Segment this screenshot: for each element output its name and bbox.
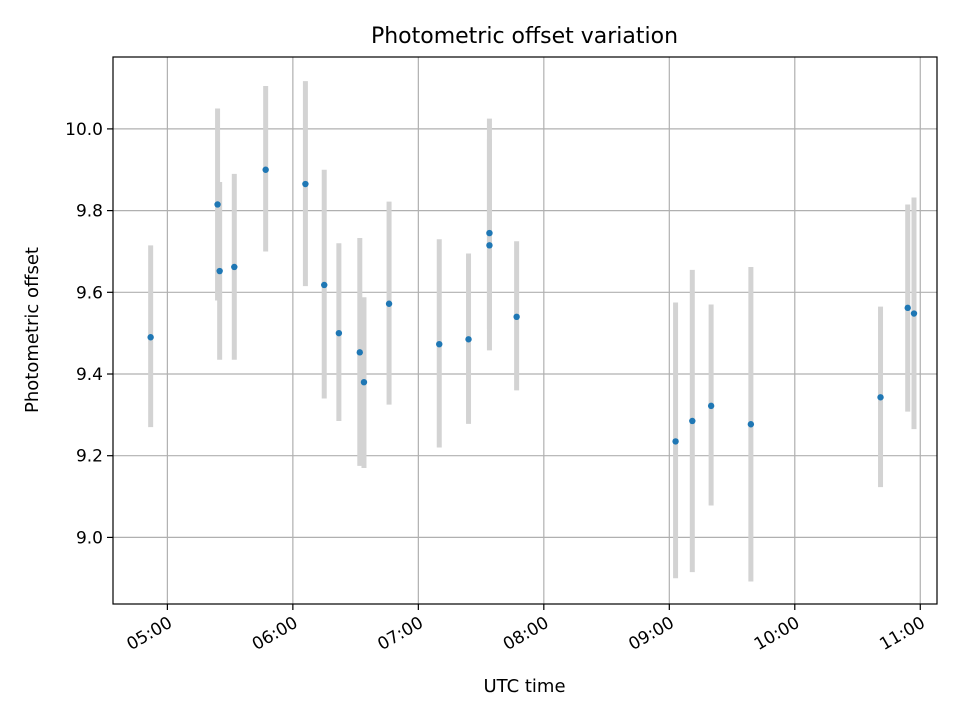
data-point [436, 340, 443, 348]
data-point [707, 402, 715, 410]
data-point [216, 267, 223, 275]
y-tick-label: 10.0 [65, 120, 103, 140]
data-point [321, 281, 328, 289]
data-point [877, 394, 884, 401]
data-point [385, 300, 393, 307]
y-tick-label: 9.6 [76, 283, 103, 303]
y-tick-label: 9.0 [76, 528, 103, 548]
y-axis-label: Photometric offset [22, 247, 43, 413]
data-point [356, 349, 363, 356]
data-point [335, 329, 343, 337]
data-point [747, 421, 755, 428]
data-point [486, 242, 493, 249]
data-point [672, 438, 679, 445]
y-tick-label: 9.4 [76, 365, 103, 385]
data-point [147, 334, 154, 341]
plot-frame [112, 56, 938, 605]
y-tick-label: 9.8 [76, 202, 103, 222]
data-point [302, 180, 309, 188]
x-axis-label: UTC time [483, 676, 565, 697]
y-tick-label: 9.2 [76, 447, 103, 467]
grid [113, 57, 937, 604]
chart-title: Photometric offset variation [371, 24, 678, 49]
data-point [360, 378, 368, 386]
data-point [262, 166, 269, 173]
data-point [231, 263, 238, 271]
data-point [689, 417, 696, 425]
data-point [910, 310, 918, 317]
data-point [214, 201, 221, 208]
data-points [147, 166, 918, 445]
y-axis-ticks: 9.0 9.2 9.4 9.6 9.8 10.0 [65, 120, 113, 548]
data-point [486, 229, 493, 237]
data-point [904, 304, 911, 312]
data-point [465, 336, 472, 343]
data-point [513, 313, 520, 321]
